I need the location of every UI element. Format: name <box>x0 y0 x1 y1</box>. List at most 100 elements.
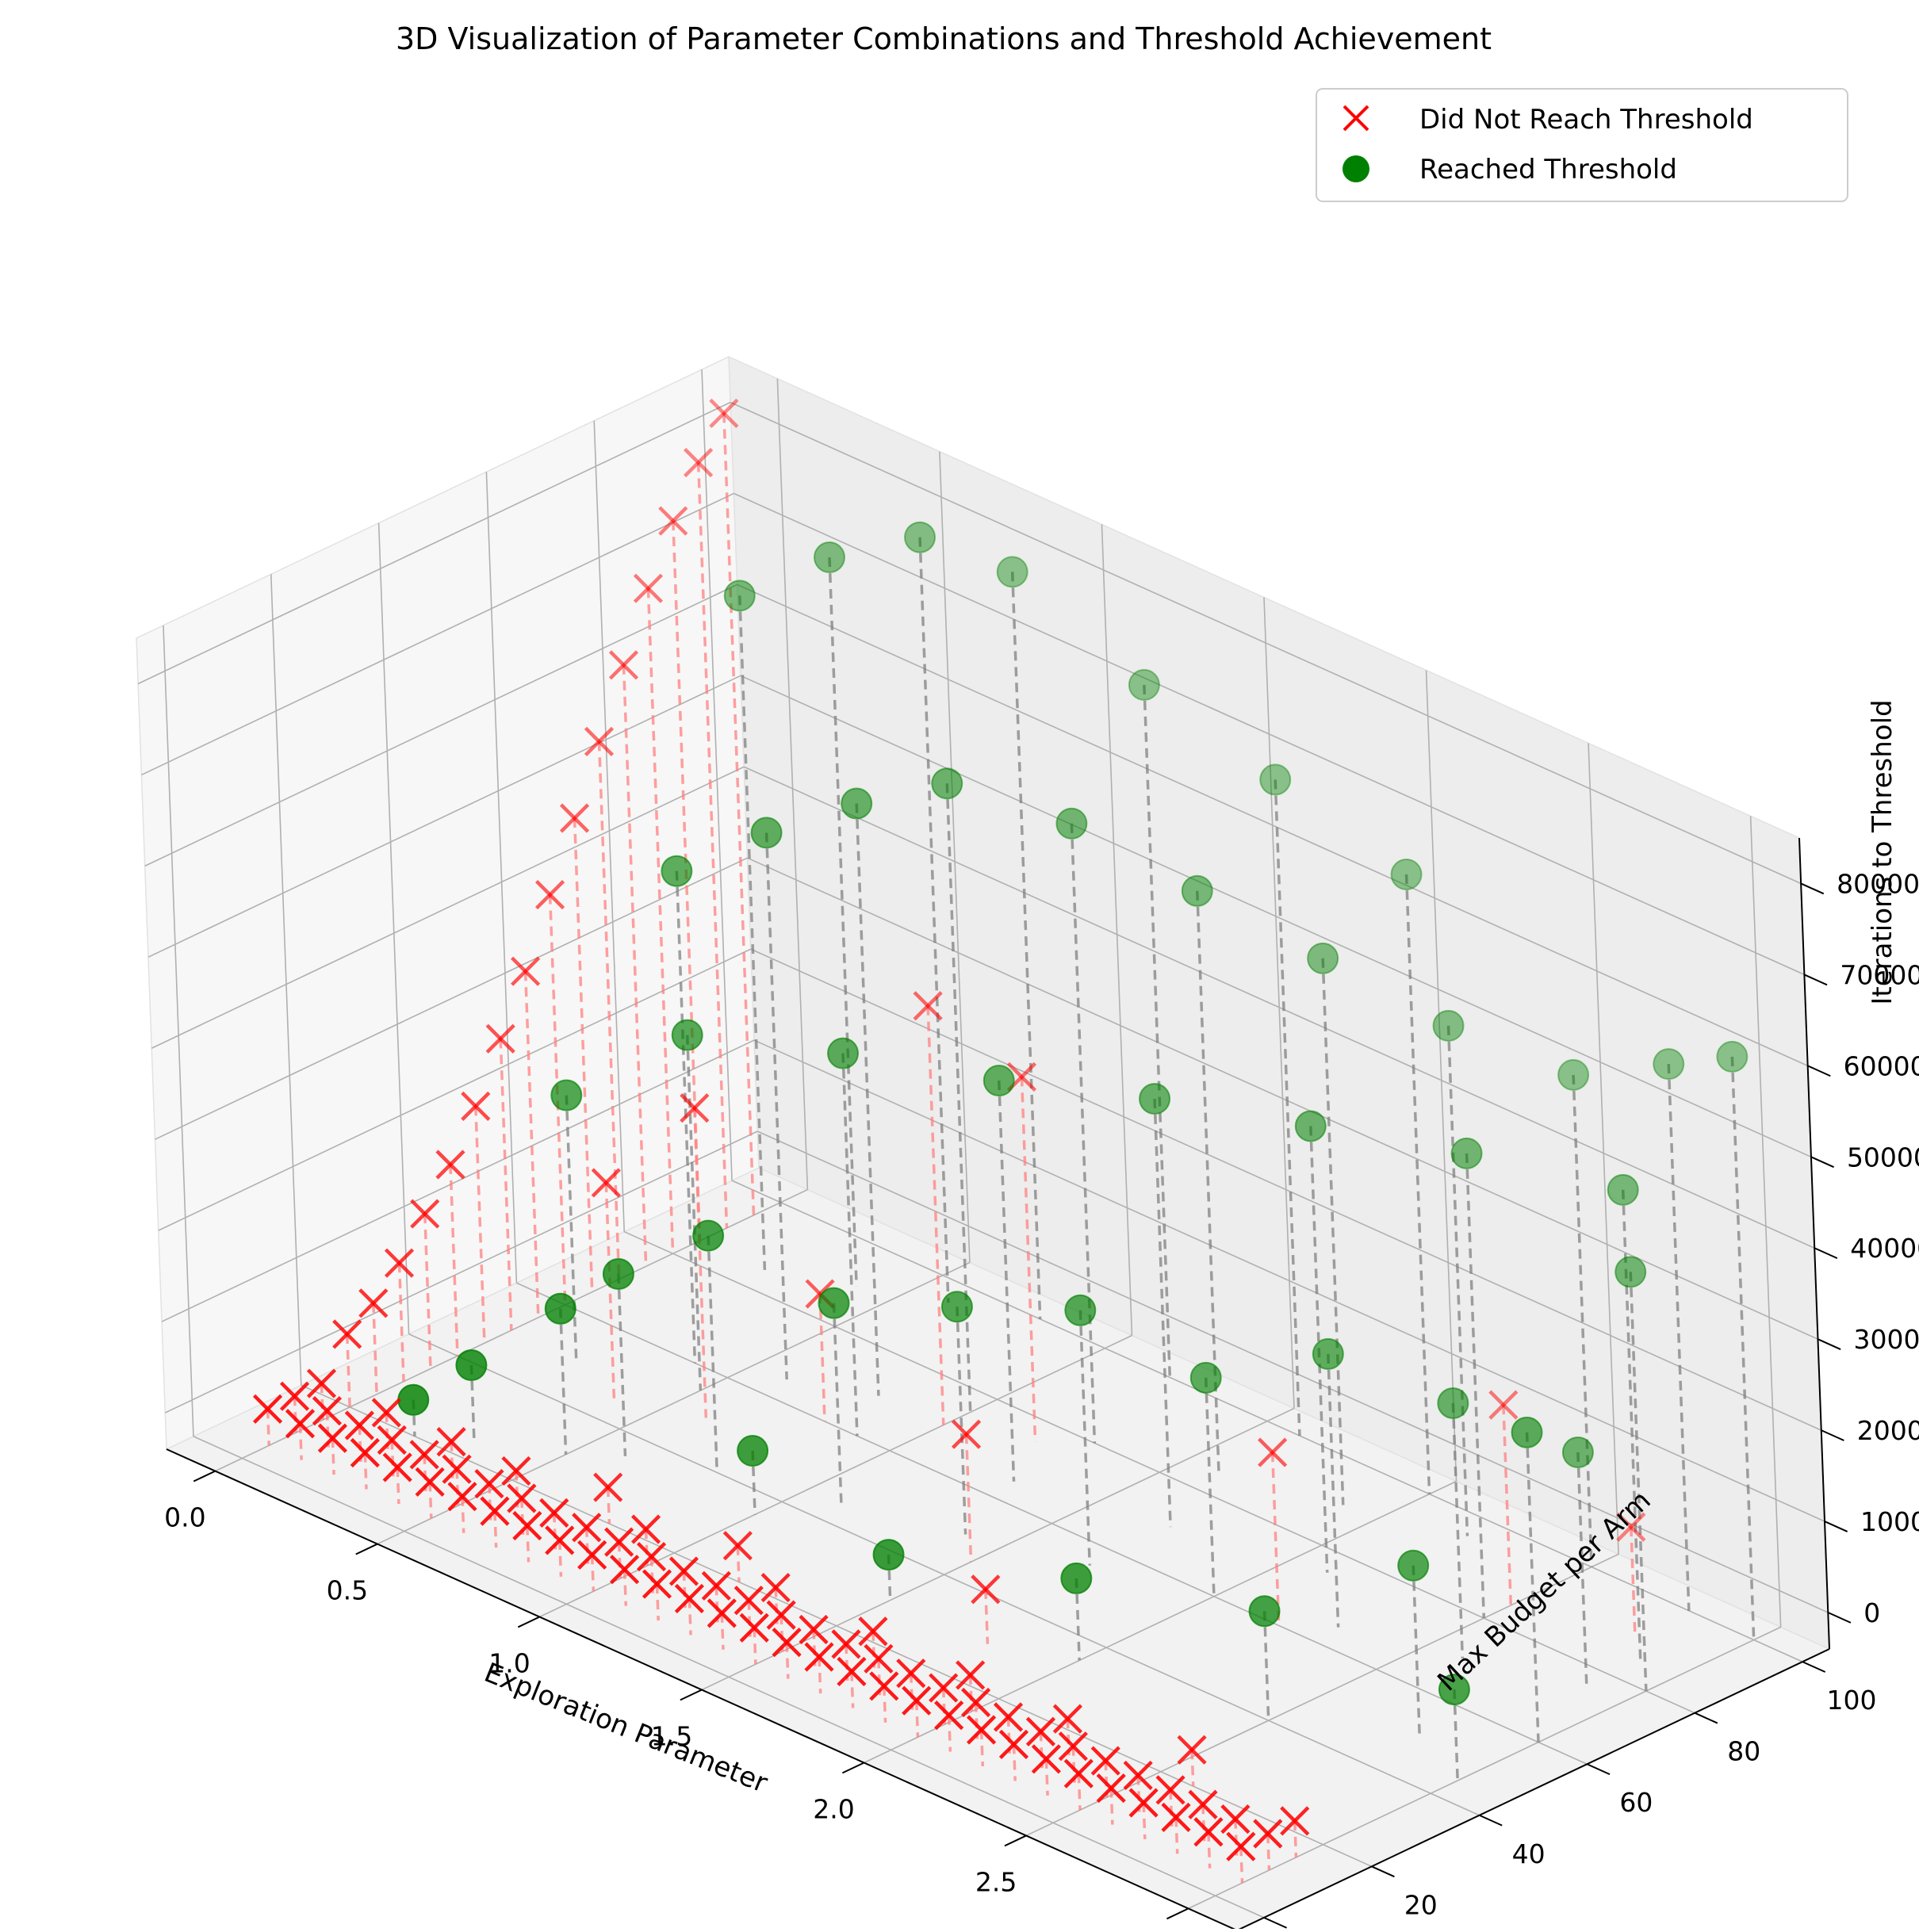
gray-drop-line <box>707 1235 718 1473</box>
y-tick-label: 80 <box>1727 1736 1760 1767</box>
legend-x-marker-icon <box>1343 105 1369 132</box>
did-not-reach-marker <box>317 1423 347 1453</box>
data-markers <box>252 398 1749 1861</box>
x-marker-stroke <box>1058 1731 1088 1762</box>
x-marker-stroke <box>1090 1746 1120 1776</box>
red-drop-line <box>1066 1719 1071 1756</box>
red-drop-line <box>696 462 729 1229</box>
reached-threshold-marker <box>1614 1256 1647 1288</box>
red-drop-line <box>553 1513 557 1550</box>
reached-threshold-marker <box>455 1349 488 1381</box>
red-drop-line <box>682 1570 687 1608</box>
x-marker-stroke <box>350 1437 380 1468</box>
x-marker-stroke <box>480 1496 510 1526</box>
red-drop-line <box>1104 1760 1109 1798</box>
reached-threshold-marker <box>671 1019 703 1051</box>
x-marker-stroke <box>371 1398 401 1428</box>
red-drop-line <box>747 1600 752 1637</box>
x-tick-label: 1.0 <box>488 1648 530 1679</box>
reached-threshold-marker <box>544 1292 576 1325</box>
did-not-reach-marker <box>1096 1773 1126 1804</box>
x-marker-stroke <box>1188 1789 1218 1819</box>
x-marker-stroke <box>384 1248 415 1278</box>
x-marker-stroke <box>485 1023 515 1054</box>
x-grid-back <box>1425 670 1457 1482</box>
gray-drop-line <box>1078 1310 1092 1566</box>
legend-circle-marker-icon <box>1343 155 1369 182</box>
z-grid-left <box>141 492 734 776</box>
x-marker-stroke <box>929 1673 959 1703</box>
x-marker-stroke <box>1052 1704 1082 1734</box>
did-not-reach-marker <box>511 956 541 986</box>
red-drop-line <box>474 1106 486 1344</box>
x-marker-stroke <box>966 1715 997 1745</box>
reached-threshold-marker <box>1189 1361 1222 1394</box>
gray-drop-line <box>1525 1432 1540 1743</box>
x-marker-stroke <box>382 1452 412 1482</box>
x-marker-stroke <box>1031 1744 1061 1774</box>
x-marker-stroke <box>902 1685 932 1716</box>
did-not-reach-marker <box>252 1394 283 1424</box>
did-not-reach-marker <box>1220 1804 1251 1834</box>
did-not-reach-marker <box>971 1574 1001 1605</box>
gray-drop-line <box>685 1035 703 1391</box>
x-marker-stroke <box>1096 1773 1126 1804</box>
x-marker-stroke <box>317 1423 347 1453</box>
red-drop-line <box>649 1556 654 1593</box>
red-drop-line <box>850 1671 855 1708</box>
red-drop-line <box>461 1496 465 1533</box>
did-not-reach-marker <box>837 1656 867 1687</box>
red-drop-line <box>1174 1817 1179 1854</box>
x-marker-stroke <box>436 1427 466 1457</box>
x-grid-back <box>1749 816 1782 1628</box>
gray-drop-line <box>956 1306 967 1535</box>
gray-drop-line <box>1153 1098 1172 1528</box>
reached-threshold-marker <box>1294 1110 1327 1142</box>
red-drop-line <box>1190 1750 1195 1787</box>
x-marker-stroke <box>1220 1804 1251 1834</box>
z-grid-back <box>756 1131 1829 1613</box>
did-not-reach-marker <box>642 1569 672 1599</box>
did-not-reach-marker <box>559 803 590 833</box>
did-not-reach-marker <box>344 1410 374 1440</box>
did-not-reach-marker <box>447 1482 477 1512</box>
did-not-reach-marker <box>1025 1716 1056 1746</box>
x-marker-stroke <box>993 1702 1024 1732</box>
z-tick-label: 0 <box>1863 1597 1880 1628</box>
z-tick-label: 700000 <box>1840 959 1919 990</box>
y-grid-left <box>270 574 302 1386</box>
y-grid-left <box>593 420 626 1232</box>
did-not-reach-marker <box>630 1514 661 1544</box>
did-not-reach-marker <box>279 1381 310 1411</box>
red-drop-line <box>1142 1802 1147 1840</box>
reached-threshold-marker <box>1128 668 1160 701</box>
did-not-reach-marker <box>480 1496 510 1526</box>
x-marker-stroke <box>511 956 541 986</box>
red-drop-line <box>818 1293 826 1422</box>
gray-drop-line <box>469 1364 476 1439</box>
x-tick-mark <box>1166 1907 1189 1920</box>
x-marker-stroke <box>772 1628 802 1658</box>
y-tick-mark <box>1586 1763 1611 1776</box>
reached-threshold-marker <box>1248 1595 1281 1628</box>
did-not-reach-marker <box>312 1396 343 1426</box>
x-marker-stroke <box>1123 1760 1153 1791</box>
gray-drop-line <box>1667 1064 1691 1611</box>
x-marker-stroke <box>1226 1831 1256 1861</box>
red-drop-line <box>672 521 702 1241</box>
z-grid-left <box>151 766 745 1049</box>
red-drop-line <box>325 1410 330 1448</box>
did-not-reach-marker <box>864 1643 894 1674</box>
did-not-reach-marker <box>358 1288 389 1318</box>
x-marker-stroke <box>593 1472 623 1502</box>
x-marker-stroke <box>896 1658 926 1689</box>
red-drop-line <box>1207 1831 1212 1869</box>
gray-drop-line <box>1465 1153 1486 1619</box>
red-drop-line <box>266 1409 271 1446</box>
x-marker-stroke <box>658 506 688 536</box>
x-marker-stroke <box>837 1656 867 1687</box>
x-marker-stroke <box>1128 1788 1159 1818</box>
x-tick-label: 0.0 <box>164 1502 205 1533</box>
